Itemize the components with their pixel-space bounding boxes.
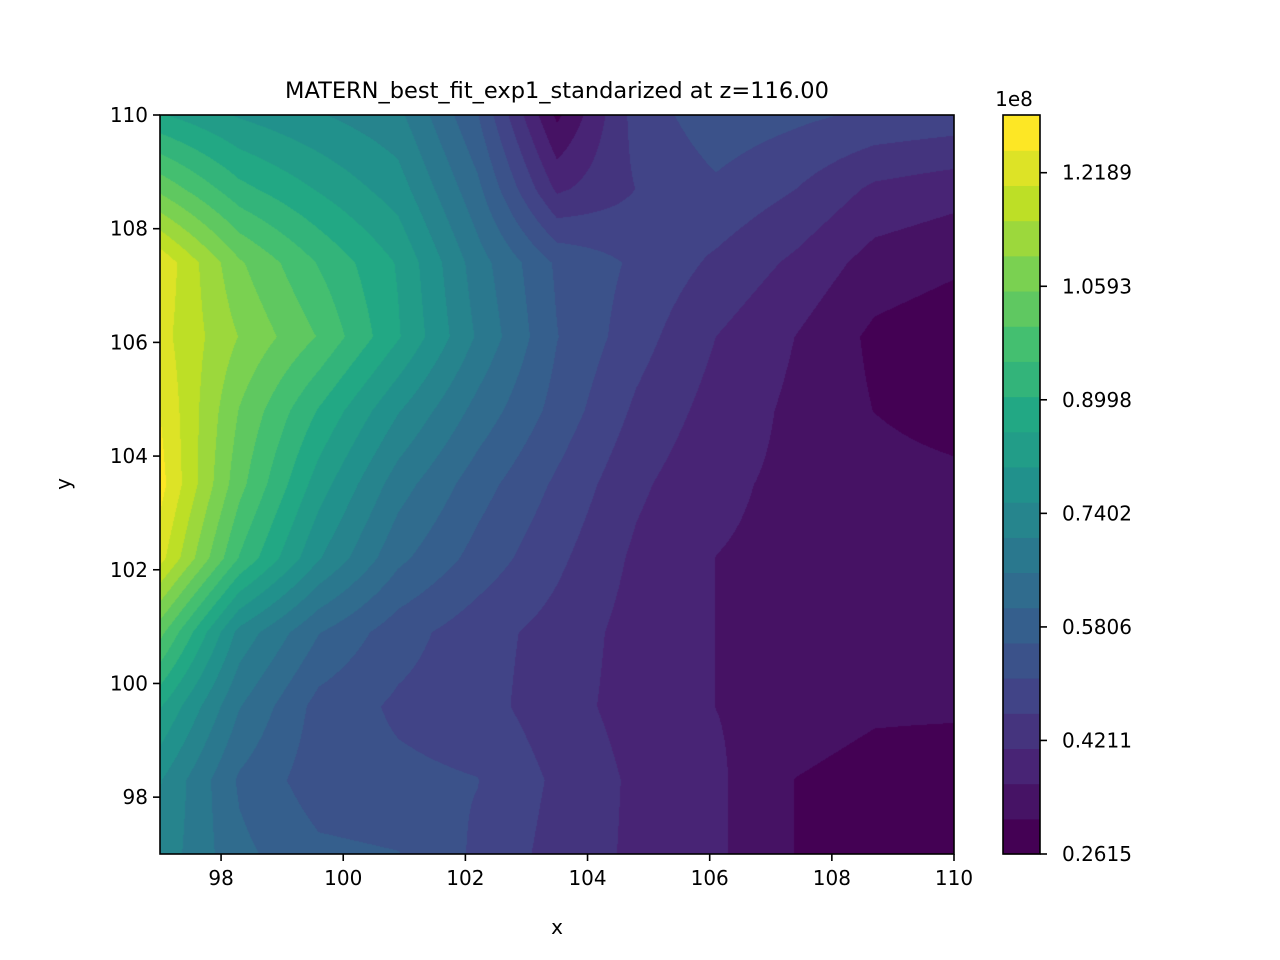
colorbar-tick-label: 0.7402 — [1062, 501, 1132, 525]
x-tick-label: 100 — [324, 866, 362, 890]
x-tick-label: 108 — [813, 866, 851, 890]
chart-title: MATERN_best_fit_exp1_standarized at z=11… — [285, 78, 829, 104]
colorbar-band — [1003, 290, 1040, 327]
colorbar-band — [1003, 818, 1040, 855]
contour-field — [160, 115, 954, 854]
y-tick-label: 108 — [110, 217, 148, 241]
y-axis-label: y — [51, 478, 75, 490]
colorbar-band — [1003, 361, 1040, 398]
colorbar-band — [1003, 607, 1040, 644]
colorbar-tick-label: 0.2615 — [1062, 842, 1132, 866]
x-tick-label: 104 — [568, 866, 606, 890]
colorbar-band — [1003, 466, 1040, 503]
y-tick-label: 98 — [123, 785, 148, 809]
colorbar-tick-label: 0.5806 — [1062, 615, 1132, 639]
y-tick-label: 100 — [110, 671, 148, 695]
colorbar-band — [1003, 396, 1040, 433]
y-tick-label: 110 — [110, 103, 148, 127]
x-axis-label: x — [551, 915, 563, 939]
y-tick-label: 102 — [110, 558, 148, 582]
colorbar-band — [1003, 713, 1040, 750]
colorbar-tick-label: 1.0593 — [1062, 274, 1132, 298]
colorbar-band — [1003, 326, 1040, 362]
colorbar-band — [1003, 185, 1040, 222]
contour-plot-area — [160, 115, 954, 854]
colorbar-band — [1003, 572, 1040, 609]
colorbar-band — [1003, 502, 1040, 538]
colorbar-band — [1003, 255, 1040, 292]
y-tick-label: 104 — [110, 444, 148, 468]
x-tick-label: 106 — [691, 866, 729, 890]
colorbar-band — [1003, 537, 1040, 574]
colorbar-tick-label: 0.8998 — [1062, 388, 1132, 412]
colorbar — [1003, 115, 1040, 855]
y-axis: 98 100 102 104 106 108 110 — [110, 103, 160, 809]
colorbar-band — [1003, 431, 1040, 468]
y-tick-label: 106 — [110, 330, 148, 354]
x-tick-label: 110 — [935, 866, 973, 890]
colorbar-multiplier: 1e8 — [995, 87, 1033, 111]
colorbar-band — [1003, 220, 1040, 257]
colorbar-band — [1003, 748, 1040, 785]
colorbar-tick-label: 0.4211 — [1062, 728, 1132, 752]
plot-frame — [159, 114, 955, 855]
colorbar-frame — [1002, 114, 1041, 855]
colorbar-band — [1003, 642, 1040, 679]
x-axis: 98 100 102 104 106 108 110 — [208, 854, 973, 890]
x-tick-label: 102 — [446, 866, 484, 890]
colorbar-band — [1003, 150, 1040, 186]
colorbar-band — [1003, 115, 1040, 151]
x-tick-label: 98 — [208, 866, 233, 890]
colorbar-axis: 0.2615 0.4211 0.5806 0.7402 0.8998 1.0593 1.21… — [1040, 161, 1132, 866]
colorbar-band — [1003, 678, 1040, 714]
colorbar-tick-label: 1.2189 — [1062, 161, 1132, 185]
colorbar-band — [1003, 783, 1040, 820]
